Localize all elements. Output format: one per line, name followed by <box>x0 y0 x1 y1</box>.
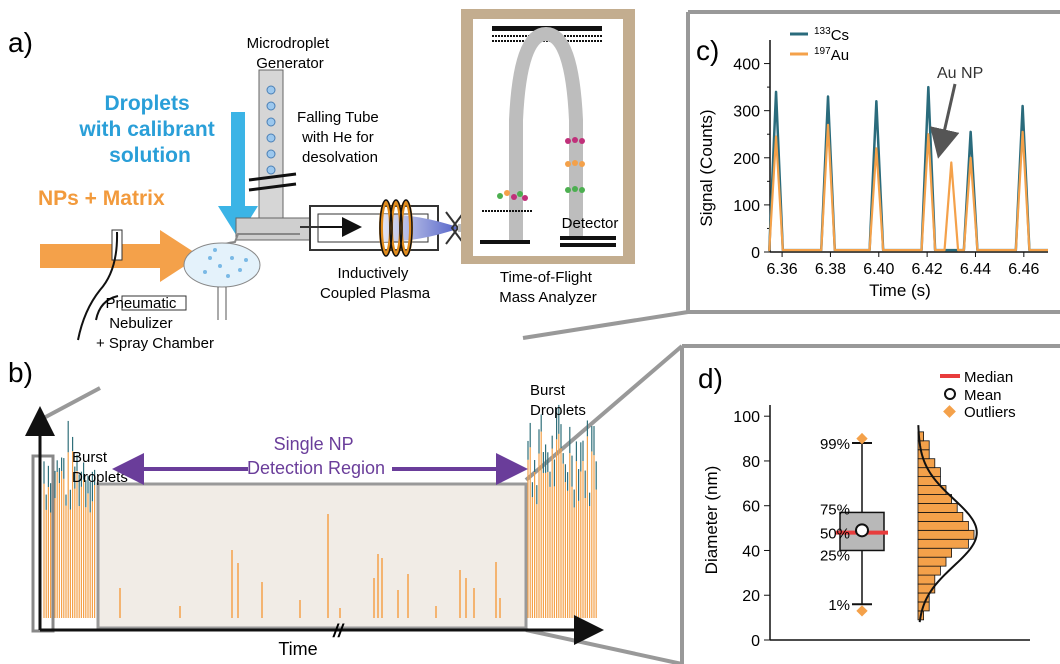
tof-label: Time-of-Flight Mass Analyzer <box>499 269 597 306</box>
c-ytick-label: 100 <box>733 198 760 215</box>
region-label: Single NP Detection Region <box>247 434 385 478</box>
hist-bar <box>917 529 975 540</box>
hist-bar <box>917 565 941 576</box>
d-legend: Median Mean Outliers <box>940 369 1016 421</box>
c-legend: 133Cs 197Au <box>790 26 849 64</box>
d-ytick-label: 80 <box>742 454 760 471</box>
icp-label: Inductively Coupled Plasma <box>320 265 431 302</box>
axis-break: // <box>332 621 345 641</box>
d-ylabel: Diameter (nm) <box>702 466 721 575</box>
panel-b: b) // Time Burst Droplets Burst Droplets… <box>8 357 604 659</box>
series-line-197Au <box>768 123 1048 252</box>
mean-marker <box>855 523 869 538</box>
detection-region-box <box>96 482 528 630</box>
svg-text:Outliers: Outliers <box>964 404 1016 421</box>
series-line-133Cs <box>768 85 1048 252</box>
c-xtick-label: 6.44 <box>960 261 991 278</box>
burst-right-label: Burst Droplets <box>530 382 586 419</box>
burst-left-label: Burst Droplets <box>72 449 128 486</box>
microdroplet-generator <box>235 69 311 241</box>
percentile-label: 25% <box>820 547 850 564</box>
panel-b-traces <box>43 404 597 618</box>
c-ytick-label: 200 <box>733 151 760 168</box>
nps-matrix-label: NPs + Matrix <box>38 187 165 210</box>
c-xtick-label: 6.40 <box>863 261 894 278</box>
hist-bar <box>917 520 969 531</box>
droplets-arrow <box>218 112 258 238</box>
c-ytick-label: 0 <box>751 245 760 262</box>
c-xtick-label: 6.36 <box>767 261 798 278</box>
hist-bar <box>917 556 947 567</box>
panel-b-label: b) <box>8 357 33 388</box>
d-ytick-label: 20 <box>742 588 760 605</box>
svg-text:Median: Median <box>964 369 1013 386</box>
svg-text:133Cs: 133Cs <box>814 26 849 44</box>
panel-d: d) 0 20 40 60 80 100 99% 75% 50% 25% 1% Diameter (… <box>698 363 1030 650</box>
b-xlabel: Time <box>278 639 317 659</box>
detector-label: Detector <box>562 215 619 232</box>
nebulizer <box>77 229 187 341</box>
chart-d: 0 20 40 60 80 100 99% 75% 50% 25% 1% <box>733 405 1030 650</box>
icp-torch <box>300 199 478 257</box>
d-ytick-label: 100 <box>733 409 760 426</box>
fit-curve <box>917 425 978 623</box>
svg-text:Mean: Mean <box>964 387 1002 404</box>
hist-bar <box>917 512 964 522</box>
c-ylabel: Signal (Counts) <box>697 109 716 226</box>
hist-bar <box>917 574 936 585</box>
panel-a: a) NPs + Matrix Droplets with calibrant … <box>8 9 635 352</box>
hist-bar <box>917 538 969 549</box>
svg-text:197Au: 197Au <box>814 46 849 64</box>
tof-analyzer: Detector <box>461 9 635 264</box>
nebulizer-label: Pneumatic Nebulizer + Spray Chamber <box>96 295 214 352</box>
d-ytick-label: 40 <box>742 543 760 560</box>
d-ytick-label: 0 <box>751 633 760 650</box>
panel-c: c) 0 100 200 300 400 6.36 6.38 6.40 6.42 6.44 6.46… <box>696 26 1048 300</box>
percentile-label: 1% <box>828 597 850 614</box>
droplets-label: Droplets with calibrant solution <box>78 92 220 167</box>
panel-d-label: d) <box>698 363 723 394</box>
panel-c-label: c) <box>696 35 719 66</box>
hist-bar <box>917 547 952 558</box>
spray-chamber <box>183 233 300 320</box>
hist-bar <box>917 503 958 513</box>
falling-tube-label: Falling Tube with He for desolvation <box>297 109 383 166</box>
outlier-marker <box>856 432 868 445</box>
generator-label: Microdroplet Generator <box>247 35 334 72</box>
c-xtick-label: 6.46 <box>1008 261 1039 278</box>
panel-a-label: a) <box>8 27 33 58</box>
c-xtick-label: 6.42 <box>912 261 943 278</box>
c-xtick-label: 6.38 <box>815 261 846 278</box>
au-np-annotation: Au NP <box>937 65 983 82</box>
au-np-arrow <box>930 83 960 159</box>
hist-bar <box>917 494 952 504</box>
d-ytick-label: 60 <box>742 499 760 516</box>
percentile-label: 50% <box>820 526 850 543</box>
c-ytick-label: 300 <box>733 104 760 121</box>
chart-c: 0 100 200 300 400 6.36 6.38 6.40 6.42 6.44 6.46 <box>733 40 1048 278</box>
percentile-label: 99% <box>820 436 850 453</box>
c-ytick-label: 400 <box>733 57 760 74</box>
outlier-marker <box>856 605 868 617</box>
c-xlabel: Time (s) <box>869 281 931 300</box>
percentile-label: 75% <box>820 501 850 518</box>
